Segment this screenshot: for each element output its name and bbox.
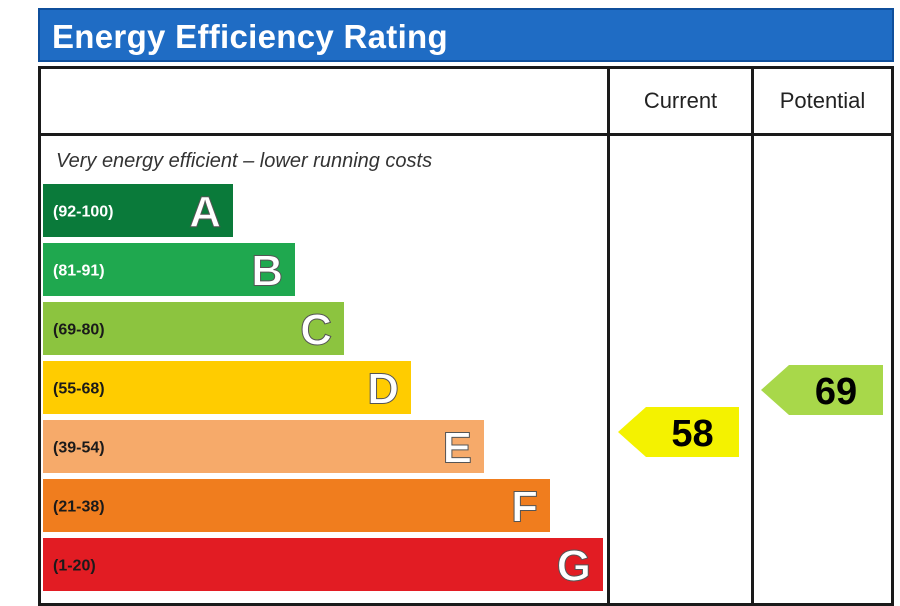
band-range-c: (69-80) <box>53 322 105 339</box>
band-range-f: (21-38) <box>53 499 105 516</box>
band-range-d: (55-68) <box>53 381 105 398</box>
band-range-e: (39-54) <box>53 440 105 457</box>
band-letter-c: C <box>300 306 332 355</box>
chart-title: Energy Efficiency Rating <box>52 18 448 55</box>
current-column-header: Current <box>643 88 718 113</box>
band-letter-d: D <box>367 365 399 414</box>
column-divider-current <box>607 66 610 606</box>
band-b <box>43 243 295 296</box>
potential-rating-value-label: 69 <box>815 371 857 413</box>
current-rating-value-label: 58 <box>671 413 713 455</box>
band-range-g: (1-20) <box>53 558 96 575</box>
band-g <box>43 538 603 591</box>
band-letter-g: G <box>557 542 591 591</box>
band-letter-f: F <box>511 483 538 532</box>
potential-column-header: Potential <box>779 88 866 113</box>
band-letter-e: E <box>443 424 472 473</box>
band-a <box>43 184 233 237</box>
band-range-a: (92-100) <box>53 204 113 221</box>
current-rating-arrow <box>618 407 739 457</box>
band-c <box>43 302 344 355</box>
header-divider <box>38 133 894 136</box>
band-letter-b: B <box>251 247 283 296</box>
top-note: Very energy efficient – lower running co… <box>56 150 433 172</box>
band-d <box>43 361 411 414</box>
column-divider-potential <box>751 66 754 606</box>
band-range-b: (81-91) <box>53 263 105 280</box>
band-f <box>43 479 550 532</box>
potential-rating-arrow <box>761 365 883 415</box>
title-bar: Energy Efficiency Rating <box>38 8 894 62</box>
band-e <box>43 420 484 473</box>
band-letter-a: A <box>189 188 221 237</box>
